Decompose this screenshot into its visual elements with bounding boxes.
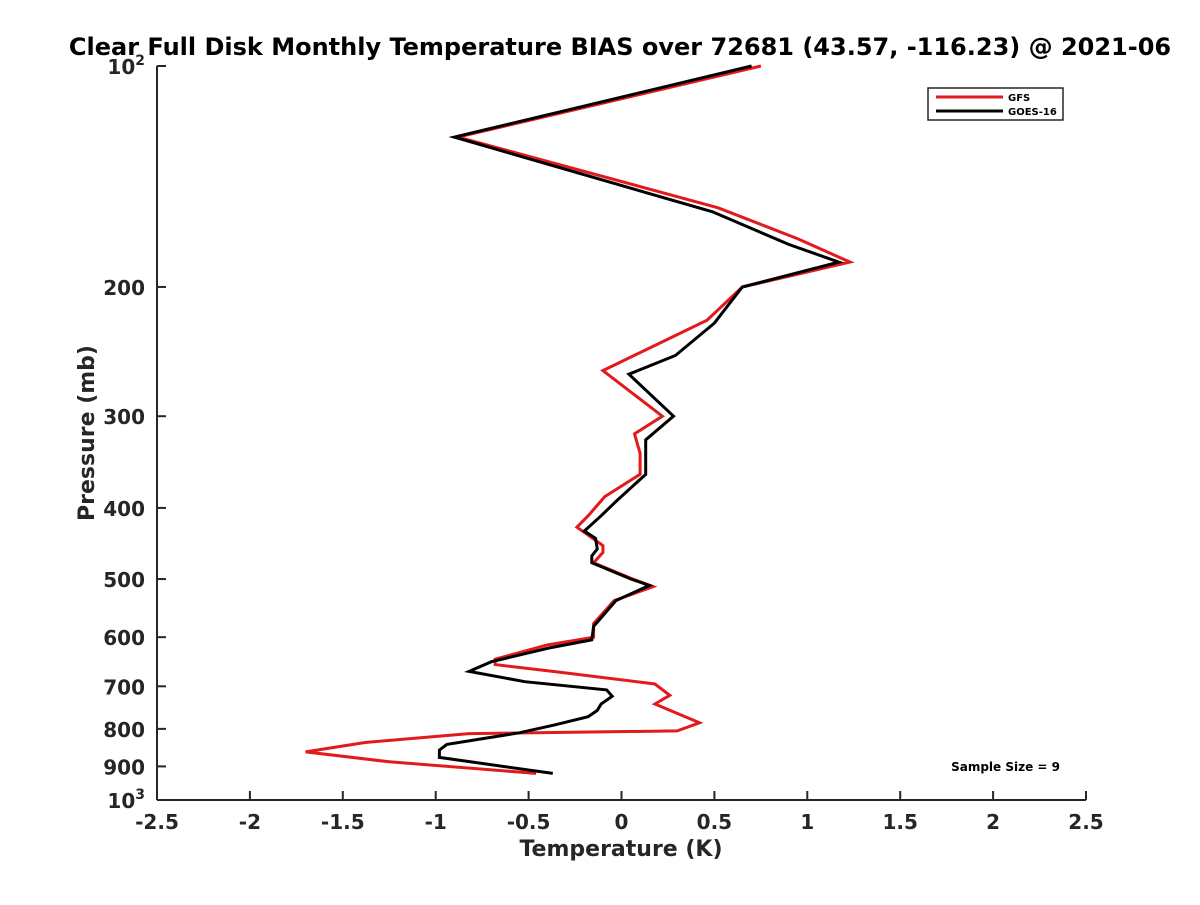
x-axis-label: Temperature (K) xyxy=(519,837,722,862)
sample-size-annotation: Sample Size = 9 xyxy=(951,760,1060,774)
legend-label: GOES-16 xyxy=(1008,107,1057,118)
y-tick-label: 200 xyxy=(103,276,145,300)
axes: -2.5 -2 -1.5 -1 -0.5 0 0.5 1 1.5 2 2.5 102 200 300 400… xyxy=(103,53,1103,834)
y-tick-label: 900 xyxy=(103,755,145,779)
x-tick-label: -2 xyxy=(239,810,261,834)
x-tick-label: -1 xyxy=(425,810,447,834)
chart-title: Clear Full Disk Monthly Temperature BIAS… xyxy=(69,33,1171,61)
y-tick-label: 400 xyxy=(103,497,145,521)
legend-box xyxy=(927,87,1064,121)
y-tick-label: 700 xyxy=(103,675,145,699)
y-tick-label: 800 xyxy=(103,718,145,742)
x-tick-label: 0 xyxy=(615,810,629,834)
y-tick-exponent: 3 xyxy=(135,787,145,803)
x-tick-label: -1.5 xyxy=(321,810,365,834)
x-tick-label: 2 xyxy=(986,810,1000,834)
x-tick-label: 0.5 xyxy=(697,810,732,834)
y-tick-exponent: 2 xyxy=(135,53,145,69)
x-tick-label: 1.5 xyxy=(882,810,917,834)
legend: GFS GOES-16 xyxy=(927,87,1064,121)
series-line-goes-16 xyxy=(437,64,845,775)
x-tick-label: -2.5 xyxy=(135,810,179,834)
x-tick-label: 1 xyxy=(800,810,814,834)
legend-label: GFS xyxy=(1008,93,1030,104)
x-tick-label: -0.5 xyxy=(507,810,551,834)
series-layer xyxy=(305,64,855,775)
y-tick-label: 103 xyxy=(107,787,145,813)
y-tick-label: 500 xyxy=(103,568,145,592)
y-tick-label: 600 xyxy=(103,626,145,650)
x-tick-label: 2.5 xyxy=(1068,810,1103,834)
y-tick-label: 300 xyxy=(103,405,145,429)
y-tick-label: 102 xyxy=(107,53,145,79)
y-axis-label: Pressure (mb) xyxy=(75,345,100,521)
